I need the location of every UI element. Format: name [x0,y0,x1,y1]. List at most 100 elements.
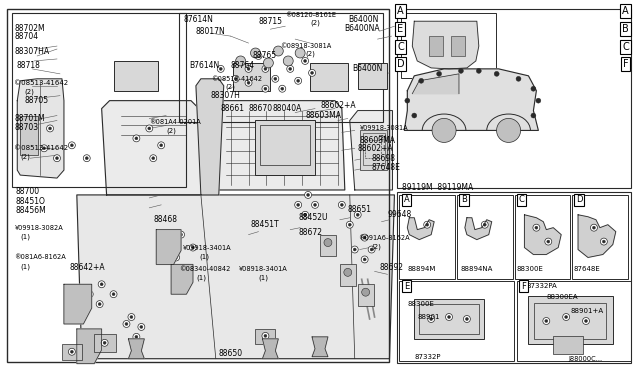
Bar [113,61,158,91]
Text: A: A [403,195,409,204]
Text: 88661: 88661 [221,104,244,113]
Circle shape [264,58,273,68]
Polygon shape [412,74,459,94]
Text: C: C [397,42,404,52]
Text: D: D [397,59,404,69]
Circle shape [476,68,481,73]
Bar [397,192,630,363]
Circle shape [346,221,353,228]
Bar [233,63,270,91]
Text: E: E [404,282,409,291]
Polygon shape [578,215,616,257]
Circle shape [140,326,143,328]
Circle shape [426,223,429,226]
Text: 88602+A: 88602+A [320,101,356,110]
Circle shape [481,221,488,228]
Circle shape [429,318,433,321]
Circle shape [96,301,103,308]
Text: 88017N: 88017N [196,27,226,36]
Circle shape [368,246,375,253]
Text: E: E [397,24,403,34]
Text: D: D [576,195,582,204]
Circle shape [301,57,308,64]
Circle shape [180,233,182,236]
Circle shape [348,223,351,226]
Circle shape [307,193,310,196]
Text: 89119M  89119MA: 89119M 89119MA [403,183,474,192]
Bar [457,195,513,279]
Text: 88650: 88650 [219,349,243,358]
Text: (1): (1) [196,274,206,280]
Text: 88603MA: 88603MA [305,111,341,120]
Circle shape [339,201,346,208]
Bar [7,9,390,362]
Bar [397,9,630,188]
Circle shape [545,320,548,323]
Circle shape [177,231,184,238]
Bar [515,195,570,279]
Circle shape [287,65,294,73]
Circle shape [536,98,541,103]
Bar [553,336,583,354]
Polygon shape [214,101,345,190]
Circle shape [43,147,45,150]
Circle shape [562,342,564,345]
Text: 87648E: 87648E [573,266,600,272]
Circle shape [497,118,520,142]
Circle shape [516,76,521,81]
Circle shape [262,85,269,92]
Circle shape [531,113,536,118]
Text: 88307HA: 88307HA [14,46,49,55]
Circle shape [257,54,260,57]
Circle shape [98,281,105,288]
Text: 88698: 88698 [372,154,396,163]
Circle shape [152,157,155,160]
Circle shape [133,135,140,142]
Circle shape [173,254,180,261]
Text: 88702M: 88702M [14,24,45,33]
Circle shape [361,256,368,263]
Polygon shape [412,21,479,69]
Circle shape [70,144,74,147]
Circle shape [584,320,588,323]
Text: ®08120-8161E: ®08120-8161E [285,12,336,18]
Text: F: F [623,59,628,69]
Circle shape [344,268,352,276]
Text: ©08513-41642: ©08513-41642 [14,80,68,86]
Circle shape [56,157,58,160]
Bar [179,13,383,122]
Circle shape [160,144,163,147]
Text: 88300E: 88300E [516,266,543,272]
Circle shape [49,127,51,130]
Circle shape [135,137,138,140]
Circle shape [465,318,468,321]
Circle shape [88,293,92,296]
Bar [529,296,612,344]
Text: ©08513-41642: ©08513-41642 [211,76,262,82]
Circle shape [424,221,431,228]
Circle shape [264,87,267,90]
Bar [260,125,310,165]
Text: C: C [622,42,629,52]
Circle shape [305,192,312,198]
Circle shape [547,240,550,243]
Text: 99648: 99648 [387,210,412,219]
Circle shape [135,336,138,339]
Circle shape [148,127,151,130]
Circle shape [535,226,538,229]
Text: 88704: 88704 [14,32,38,41]
Text: ©08918-3081A: ©08918-3081A [280,43,332,49]
Text: 88894NA: 88894NA [461,266,493,272]
Text: 88603MA: 88603MA [360,136,396,145]
Bar [93,334,116,352]
Circle shape [234,77,237,80]
Bar [12,13,186,187]
Circle shape [301,211,308,218]
Circle shape [310,71,314,74]
Circle shape [297,79,300,82]
Text: 88456M: 88456M [15,206,46,215]
Bar [20,116,38,155]
Text: (2): (2) [24,89,34,95]
Bar [572,195,628,279]
Text: 88670: 88670 [248,104,273,113]
